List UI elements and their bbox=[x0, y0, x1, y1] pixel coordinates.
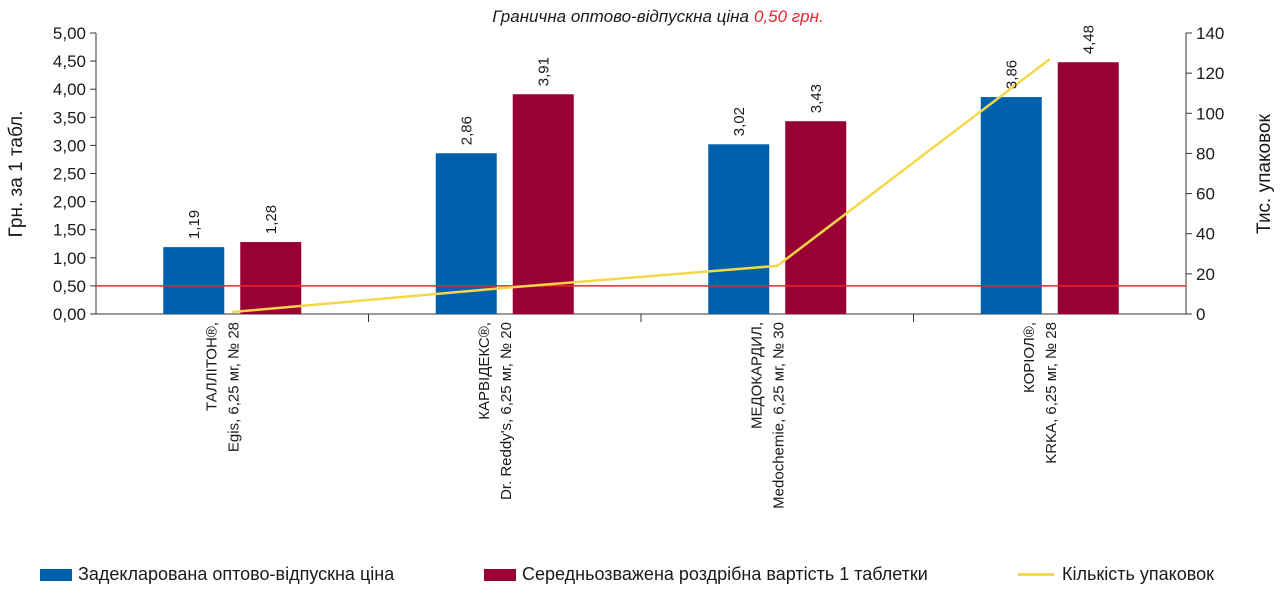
legend-label-declared: Задекларована оптово-відпускна ціна bbox=[78, 564, 395, 584]
y2-tick-label: 100 bbox=[1196, 104, 1224, 123]
data-label: 4,48 bbox=[1080, 25, 1097, 54]
data-label: 3,02 bbox=[731, 107, 748, 136]
legend-item-packages: Кількість упаковок bbox=[1018, 564, 1214, 585]
y-tick-label: 4,50 bbox=[53, 52, 86, 71]
legend-label-retail: Середньозважена роздрібна вартість 1 таб… bbox=[522, 564, 928, 584]
y-tick-label: 4,00 bbox=[53, 80, 86, 99]
category-label-name: КАРВІДЕКС®, bbox=[476, 322, 493, 420]
y-tick-label: 1,00 bbox=[53, 249, 86, 268]
legend-label-packages: Кількість упаковок bbox=[1062, 564, 1214, 584]
category-label-details: Medochemie, 6,25 мг, № 30 bbox=[770, 322, 787, 509]
threshold-annotation-value: 0,50 грн. bbox=[754, 7, 824, 26]
legend: Задекларована оптово-відпускна ціна Сере… bbox=[0, 562, 1280, 590]
bar-declared bbox=[980, 97, 1042, 315]
y2-tick-label: 80 bbox=[1196, 144, 1215, 163]
category-label-name: МЕДОКАРДИЛ, bbox=[748, 322, 765, 429]
bar-retail bbox=[512, 94, 574, 315]
bar-retail bbox=[1057, 62, 1119, 314]
y2-axis-label: Тис. упаковок bbox=[1254, 113, 1275, 233]
y-tick-label: 0,50 bbox=[53, 277, 86, 296]
category-label-details: Dr. Reddy's, 6,25 мг, № 20 bbox=[498, 322, 515, 500]
packages-line bbox=[232, 58, 1051, 314]
bar-declared bbox=[163, 247, 225, 314]
legend-item-retail: Середньозважена роздрібна вартість 1 таб… bbox=[484, 564, 928, 585]
y2-tick-label: 60 bbox=[1196, 185, 1215, 204]
bar-declared bbox=[708, 144, 770, 314]
category-label: КОРІОЛ®, KRKA, 6,25 мг, № 28 bbox=[1021, 322, 1060, 464]
data-label: 3,86 bbox=[1003, 60, 1020, 89]
category-label-name: ТАЛЛІТОН®, bbox=[203, 322, 220, 411]
y-tick-label: 5,00 bbox=[53, 24, 86, 43]
bar-retail bbox=[785, 121, 847, 314]
data-label: 1,28 bbox=[263, 205, 280, 234]
y2-tick-label: 120 bbox=[1196, 64, 1224, 83]
y-tick-label: 3,00 bbox=[53, 136, 86, 155]
category-label-name: КОРІОЛ®, bbox=[1021, 322, 1038, 393]
y-tick-label: 3,50 bbox=[53, 108, 86, 127]
bar-retail bbox=[240, 242, 302, 314]
y-tick-label: 2,50 bbox=[53, 165, 86, 184]
axes: 0,00 0,50 1,00 1,50 2,00 2,50 3,00 3,50 4,00 4,50… bbox=[53, 24, 1224, 324]
legend-swatch-declared bbox=[40, 568, 72, 581]
bar-declared bbox=[435, 153, 497, 314]
data-label: 3,91 bbox=[535, 57, 552, 86]
category-label: КАРВІДЕКС®, Dr. Reddy's, 6,25 мг, № 20 bbox=[476, 322, 515, 500]
legend-item-declared: Задекларована оптово-відпускна ціна bbox=[40, 564, 394, 585]
y-axis-label: Грн. за 1 табл. bbox=[6, 111, 27, 238]
y2-tick-label: 20 bbox=[1196, 265, 1215, 284]
category-label: МЕДОКАРДИЛ, Medochemie, 6,25 мг, № 30 bbox=[748, 322, 787, 509]
y-tick-label: 0,00 bbox=[53, 305, 86, 324]
data-label: 2,86 bbox=[458, 116, 475, 145]
y2-tick-label: 140 bbox=[1196, 24, 1224, 43]
category-label-details: Egis, 6,25 мг, № 28 bbox=[225, 322, 242, 452]
category-label: ТАЛЛІТОН®, Egis, 6,25 мг, № 28 bbox=[203, 322, 242, 452]
category-label-details: KRKA, 6,25 мг, № 28 bbox=[1043, 322, 1060, 464]
line-group bbox=[232, 58, 1051, 314]
data-label: 3,43 bbox=[808, 84, 825, 113]
labels: 1,19 1,28 ТАЛЛІТОН®, Egis, 6,25 мг, № 28 2,8… bbox=[186, 25, 1098, 509]
y-tick-label: 2,00 bbox=[53, 193, 86, 212]
y-tick-label: 1,50 bbox=[53, 221, 86, 240]
y2-tick-label: 0 bbox=[1196, 305, 1205, 324]
chart: Гранична оптово-відпускна ціна 0,50 грн. … bbox=[6, 7, 1275, 509]
y2-tick-label: 40 bbox=[1196, 225, 1215, 244]
data-label: 1,19 bbox=[186, 210, 203, 239]
legend-swatch-packages bbox=[1018, 573, 1054, 576]
threshold-annotation-prefix: Гранична оптово-відпускна ціна bbox=[492, 7, 749, 26]
legend-swatch-retail bbox=[484, 568, 516, 581]
threshold-annotation: Гранична оптово-відпускна ціна 0,50 грн. bbox=[492, 7, 823, 26]
